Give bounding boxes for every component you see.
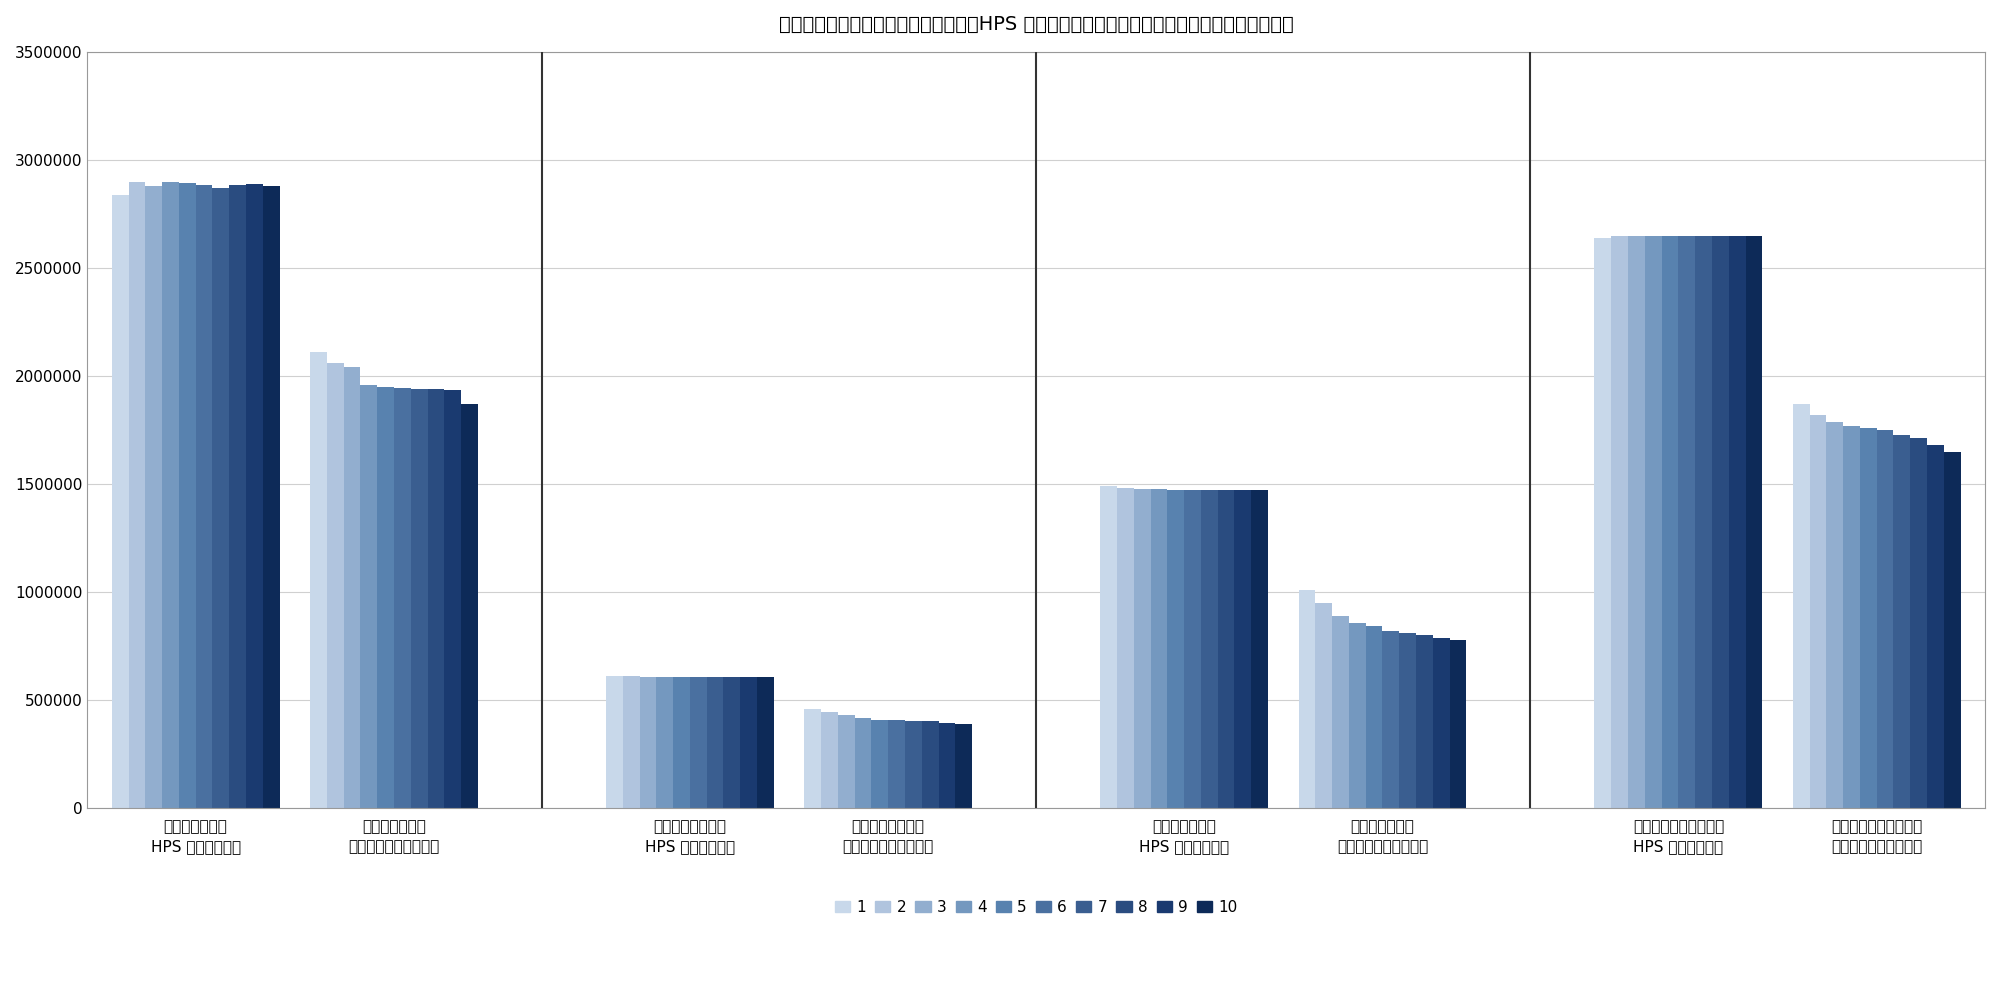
Bar <box>854 719 872 807</box>
Bar <box>740 677 758 807</box>
Bar <box>1134 489 1150 807</box>
Bar <box>178 183 196 807</box>
Bar <box>622 676 640 807</box>
Bar <box>1184 490 1200 807</box>
Bar <box>1432 639 1450 807</box>
Bar <box>1844 426 1860 807</box>
Bar <box>1826 422 1844 807</box>
Bar <box>310 352 326 807</box>
Bar <box>1118 488 1134 807</box>
Bar <box>326 363 344 807</box>
Bar <box>1910 437 1928 807</box>
Bar <box>1400 634 1416 807</box>
Bar <box>1894 435 1910 807</box>
Legend: 1, 2, 3, 4, 5, 6, 7, 8, 9, 10: 1, 2, 3, 4, 5, 6, 7, 8, 9, 10 <box>828 894 1244 921</box>
Bar <box>1792 404 1810 807</box>
Bar <box>724 677 740 807</box>
Bar <box>1382 631 1400 807</box>
Bar <box>1678 237 1696 807</box>
Bar <box>1628 237 1644 807</box>
Bar <box>838 715 854 807</box>
Bar <box>360 384 378 807</box>
Bar <box>246 184 262 807</box>
Bar <box>1366 627 1382 807</box>
Title: 繰り返し注入でのピーク面積の比較（HPS とステンレススチール製のシステムおよびカラム）: 繰り返し注入でのピーク面積の比較（HPS とステンレススチール製のシステムおよび… <box>778 15 1294 34</box>
Bar <box>1810 415 1826 807</box>
Bar <box>1746 237 1762 807</box>
Bar <box>1200 490 1218 807</box>
Bar <box>904 721 922 807</box>
Bar <box>162 182 178 807</box>
Bar <box>640 677 656 807</box>
Bar <box>146 186 162 807</box>
Bar <box>1348 623 1366 807</box>
Bar <box>888 721 904 807</box>
Bar <box>1416 635 1432 807</box>
Bar <box>1662 236 1678 807</box>
Bar <box>1316 603 1332 807</box>
Bar <box>1332 616 1348 807</box>
Bar <box>1450 641 1466 807</box>
Bar <box>112 195 128 807</box>
Bar <box>1728 236 1746 807</box>
Bar <box>1928 445 1944 807</box>
Bar <box>1876 430 1894 807</box>
Bar <box>1298 590 1316 807</box>
Bar <box>606 676 622 807</box>
Bar <box>1168 490 1184 807</box>
Bar <box>1594 238 1612 807</box>
Bar <box>428 389 444 807</box>
Bar <box>1218 490 1234 807</box>
Bar <box>804 709 822 807</box>
Bar <box>938 723 956 807</box>
Bar <box>922 722 938 807</box>
Bar <box>1100 486 1118 807</box>
Bar <box>872 720 888 807</box>
Bar <box>1150 489 1168 807</box>
Bar <box>1612 236 1628 807</box>
Bar <box>758 677 774 807</box>
Bar <box>656 677 674 807</box>
Bar <box>674 677 690 807</box>
Bar <box>444 390 462 807</box>
Bar <box>128 182 146 807</box>
Bar <box>344 367 360 807</box>
Bar <box>822 712 838 807</box>
Bar <box>212 189 230 807</box>
Bar <box>690 677 706 807</box>
Bar <box>956 724 972 807</box>
Bar <box>706 677 724 807</box>
Bar <box>1644 236 1662 807</box>
Bar <box>1252 490 1268 807</box>
Bar <box>230 185 246 807</box>
Bar <box>462 404 478 807</box>
Bar <box>1944 452 1960 807</box>
Bar <box>196 185 212 807</box>
Bar <box>1712 236 1728 807</box>
Bar <box>1696 237 1712 807</box>
Bar <box>378 387 394 807</box>
Bar <box>394 388 410 807</box>
Bar <box>1860 428 1876 807</box>
Bar <box>1234 490 1252 807</box>
Bar <box>262 186 280 807</box>
Bar <box>410 389 428 807</box>
